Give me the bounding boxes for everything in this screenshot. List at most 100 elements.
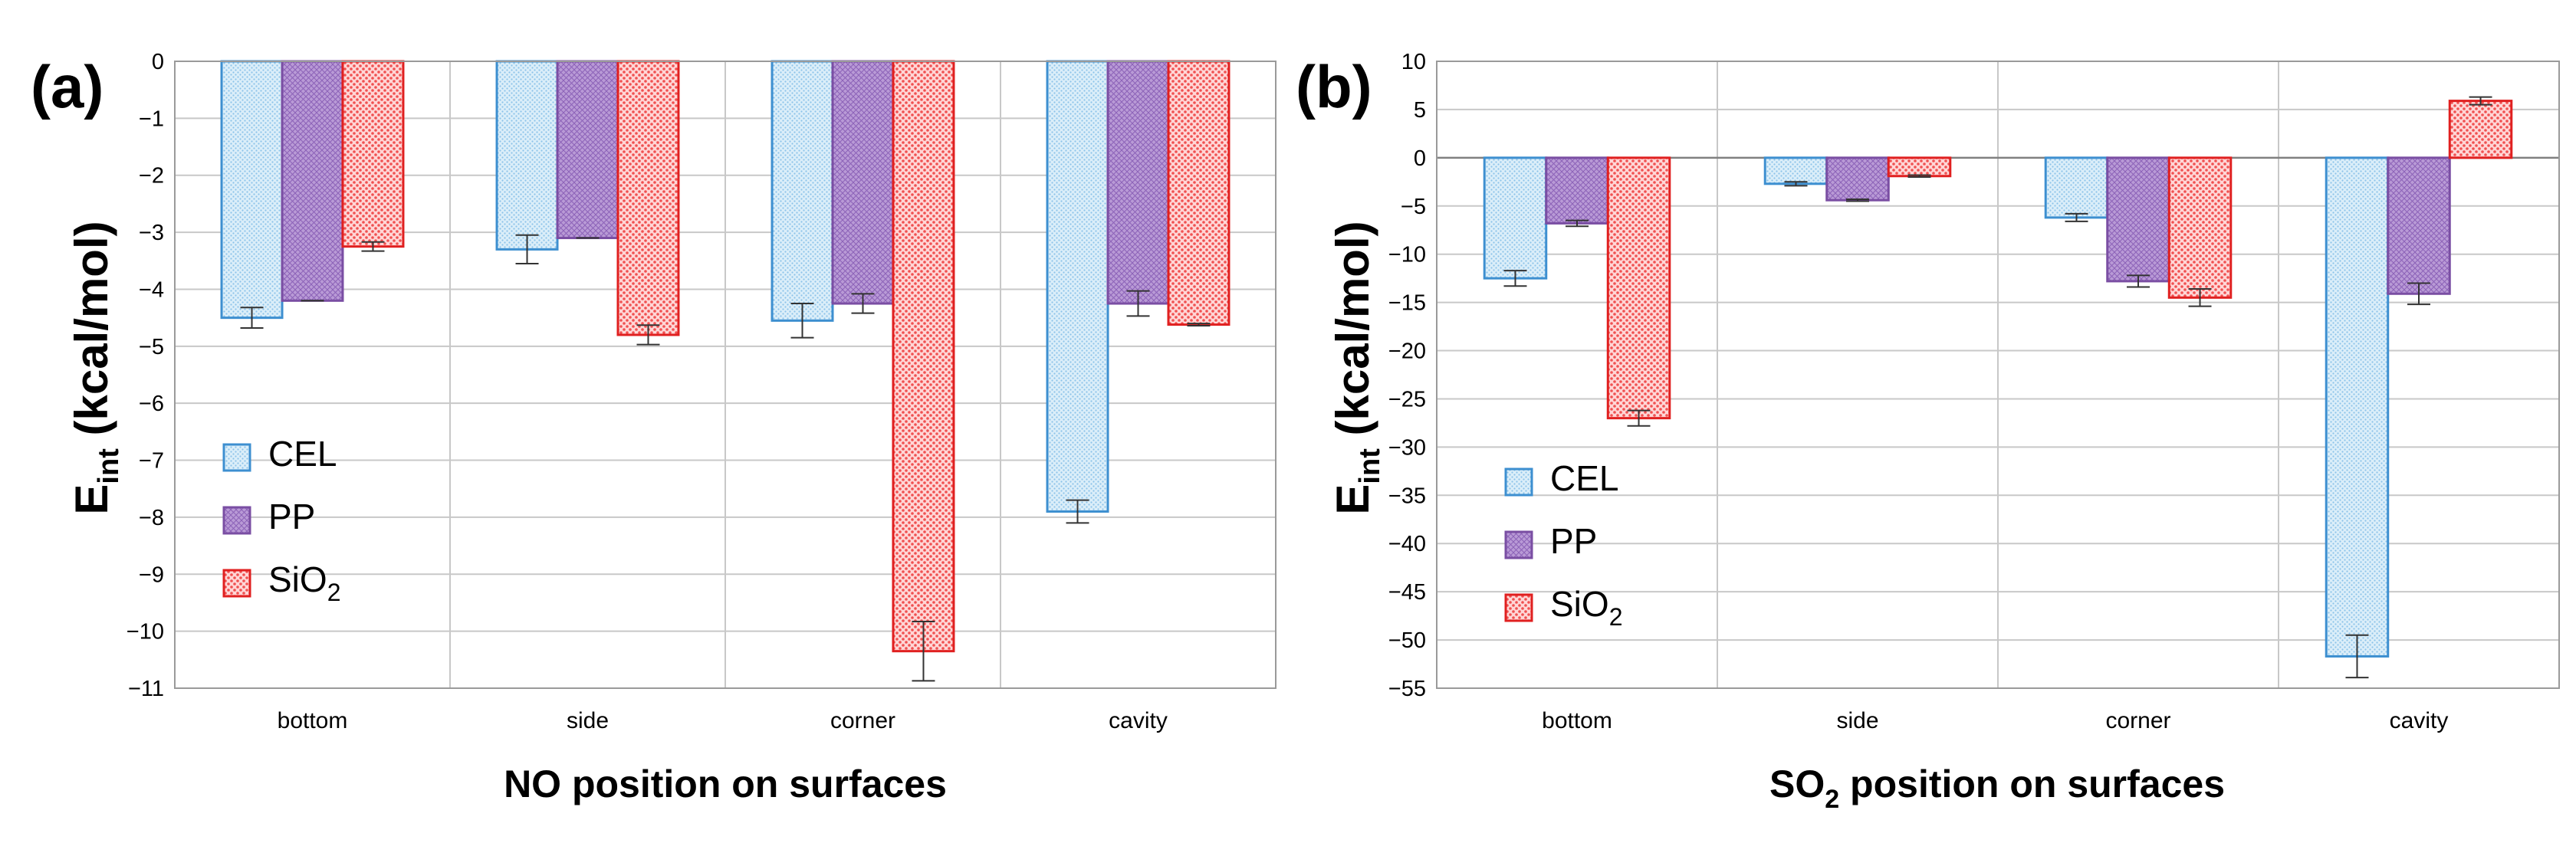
- error-bar: [912, 620, 935, 682]
- y-tick-label: −11: [128, 677, 164, 701]
- error-bar: [1846, 198, 1869, 202]
- error-bar: [1503, 270, 1527, 287]
- plot-border: [1436, 61, 2560, 689]
- legend-label-cel: CEL: [1550, 458, 1618, 498]
- x-category-label: corner: [2105, 708, 2170, 733]
- bar-pp-corner: [2106, 156, 2170, 283]
- panel-a-y-axis-title: Eint (kcal/mol): [66, 221, 125, 514]
- bar-cel-bottom: [220, 60, 284, 320]
- panel-b-chart: (b) Eint (kcal/mol) −55−50−45−40−35−30−2…: [1296, 50, 2560, 814]
- y-tick-label: −45: [1388, 580, 1426, 605]
- legend-label-sio2: SiO2: [1550, 584, 1622, 631]
- x-category-label: cavity: [1109, 708, 1168, 733]
- bar-pp-side: [556, 60, 619, 240]
- panel-a-chart: (a) Eint (kcal/mol) −11−10−9−8−7−6−5−4−3…: [31, 50, 1276, 805]
- legend: CEL PP SiO2: [222, 434, 340, 606]
- bar-sio2-cavity: [1167, 60, 1230, 326]
- error-bar: [2345, 634, 2369, 679]
- legend-swatch-cel: [1504, 467, 1533, 497]
- error-bar: [2469, 96, 2492, 106]
- bar-sio2-side: [1887, 156, 1952, 178]
- error-bar: [2127, 274, 2150, 288]
- error-bar: [2407, 282, 2430, 306]
- error-bar: [851, 293, 875, 314]
- y-tick-label: 10: [1401, 50, 1426, 74]
- y-tick-label: −6: [139, 392, 164, 416]
- bar-cel-side: [495, 60, 559, 251]
- y-tick-label: 5: [1414, 98, 1426, 123]
- y-tick-label: −20: [1388, 339, 1426, 364]
- x-category-label: bottom: [278, 708, 348, 733]
- bar-cel-cavity: [1046, 60, 1109, 513]
- panel-b-y-axis-title: Eint (kcal/mol): [1327, 221, 1386, 514]
- legend-swatch-sio2: [1504, 593, 1533, 622]
- y-tick-label: −50: [1388, 628, 1426, 653]
- error-bar: [1126, 290, 1150, 317]
- legend: CEL PP SiO2: [1504, 458, 1622, 631]
- y-tick-label: −5: [1401, 195, 1426, 219]
- x-category-label: cavity: [2390, 708, 2449, 733]
- y-tick-label: 0: [152, 50, 164, 74]
- panel-a-label: (a): [31, 53, 104, 120]
- bar-pp-cavity: [2387, 156, 2451, 295]
- legend-label-sio2: SiO2: [268, 559, 340, 606]
- y-tick-label: −7: [139, 449, 164, 474]
- y-tick-label: 0: [1414, 146, 1426, 171]
- error-bar: [240, 307, 264, 330]
- bar-sio2-bottom: [341, 60, 405, 248]
- legend-swatch-pp: [1504, 530, 1533, 559]
- bar-sio2-corner: [892, 60, 955, 653]
- bar-sio2-cavity: [2448, 100, 2513, 159]
- panel-a-x-axis-title: NO position on surfaces: [504, 763, 947, 805]
- x-category-label: side: [567, 708, 609, 733]
- bar-cel-cavity: [2325, 156, 2390, 658]
- bar-sio2-bottom: [1606, 156, 1671, 420]
- y-tick-label: −3: [139, 221, 164, 245]
- y-tick-label: −10: [127, 620, 164, 645]
- bar-cel-corner: [2044, 156, 2109, 219]
- y-tick-label: −4: [139, 277, 164, 302]
- y-tick-label: −55: [1388, 677, 1426, 701]
- plot-border: [174, 61, 1276, 689]
- y-tick-label: −8: [139, 506, 164, 530]
- bar-cel-side: [1763, 156, 1829, 185]
- y-tick-label: −5: [139, 335, 164, 359]
- bar-pp-corner: [831, 60, 895, 305]
- error-bar: [2065, 212, 2088, 222]
- legend-swatch-cel: [222, 443, 251, 472]
- y-tick-label: −30: [1388, 435, 1426, 460]
- x-category-label: side: [1836, 708, 1878, 733]
- error-bar: [790, 303, 814, 339]
- bar-sio2-corner: [2167, 156, 2233, 299]
- y-tick-label: −1: [139, 107, 164, 131]
- y-tick-label: −10: [1388, 243, 1426, 267]
- error-bar: [1066, 499, 1089, 524]
- panel-b-x-axis-title: SO2 position on surfaces: [1769, 763, 2225, 814]
- legend-swatch-pp: [222, 506, 251, 535]
- y-tick-label: −40: [1388, 532, 1426, 556]
- bar-pp-bottom: [281, 60, 344, 302]
- panel-b-plot-area: −55−50−45−40−35−30−25−20−15−10−50510bott…: [1388, 50, 2560, 733]
- bar-pp-side: [1825, 156, 1890, 202]
- error-bar: [636, 324, 660, 346]
- y-tick-label: −35: [1388, 484, 1426, 508]
- bar-pp-bottom: [1545, 156, 1609, 225]
- error-bar: [1566, 219, 1589, 228]
- error-bar: [1907, 174, 1931, 179]
- legend-label-pp: PP: [1550, 521, 1597, 561]
- x-category-label: corner: [830, 708, 895, 733]
- y-tick-label: −2: [139, 164, 164, 189]
- error-bar: [1627, 409, 1651, 427]
- legend-swatch-sio2: [222, 569, 251, 598]
- bar-cel-bottom: [1483, 156, 1548, 280]
- x-category-label: bottom: [1542, 708, 1612, 733]
- error-bar: [1187, 323, 1211, 327]
- y-tick-label: −15: [1388, 291, 1426, 316]
- y-tick-label: −25: [1388, 387, 1426, 412]
- error-bar: [2188, 287, 2212, 307]
- bar-sio2-side: [616, 60, 680, 336]
- legend-label-cel: CEL: [268, 434, 337, 474]
- bar-cel-corner: [770, 60, 834, 322]
